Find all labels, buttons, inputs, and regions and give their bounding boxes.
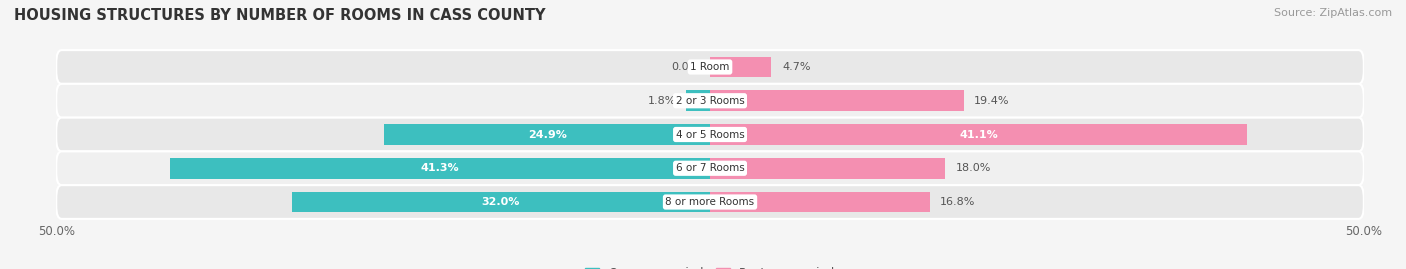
Text: 32.0%: 32.0% bbox=[482, 197, 520, 207]
Bar bbox=[710, 90, 963, 111]
Text: 16.8%: 16.8% bbox=[941, 197, 976, 207]
Bar bbox=[291, 192, 710, 213]
Legend: Owner-occupied, Renter-occupied: Owner-occupied, Renter-occupied bbox=[585, 267, 835, 269]
Text: HOUSING STRUCTURES BY NUMBER OF ROOMS IN CASS COUNTY: HOUSING STRUCTURES BY NUMBER OF ROOMS IN… bbox=[14, 8, 546, 23]
Bar bbox=[170, 158, 710, 179]
Text: 24.9%: 24.9% bbox=[527, 129, 567, 140]
Text: 8 or more Rooms: 8 or more Rooms bbox=[665, 197, 755, 207]
Bar bbox=[710, 124, 1247, 145]
Text: 1.8%: 1.8% bbox=[648, 96, 676, 106]
FancyBboxPatch shape bbox=[56, 84, 1364, 118]
FancyBboxPatch shape bbox=[56, 151, 1364, 185]
Bar bbox=[686, 90, 710, 111]
Text: 19.4%: 19.4% bbox=[974, 96, 1010, 106]
Text: 41.3%: 41.3% bbox=[420, 163, 460, 173]
Text: 4.7%: 4.7% bbox=[782, 62, 810, 72]
Text: 2 or 3 Rooms: 2 or 3 Rooms bbox=[676, 96, 744, 106]
Text: Source: ZipAtlas.com: Source: ZipAtlas.com bbox=[1274, 8, 1392, 18]
FancyBboxPatch shape bbox=[56, 118, 1364, 151]
Bar bbox=[710, 158, 945, 179]
Text: 18.0%: 18.0% bbox=[956, 163, 991, 173]
Text: 1 Room: 1 Room bbox=[690, 62, 730, 72]
Text: 4 or 5 Rooms: 4 or 5 Rooms bbox=[676, 129, 744, 140]
Bar bbox=[710, 56, 772, 77]
FancyBboxPatch shape bbox=[56, 50, 1364, 84]
FancyBboxPatch shape bbox=[56, 185, 1364, 219]
Text: 41.1%: 41.1% bbox=[959, 129, 998, 140]
Text: 0.0%: 0.0% bbox=[671, 62, 700, 72]
Text: 6 or 7 Rooms: 6 or 7 Rooms bbox=[676, 163, 744, 173]
Bar bbox=[710, 192, 929, 213]
Bar bbox=[384, 124, 710, 145]
